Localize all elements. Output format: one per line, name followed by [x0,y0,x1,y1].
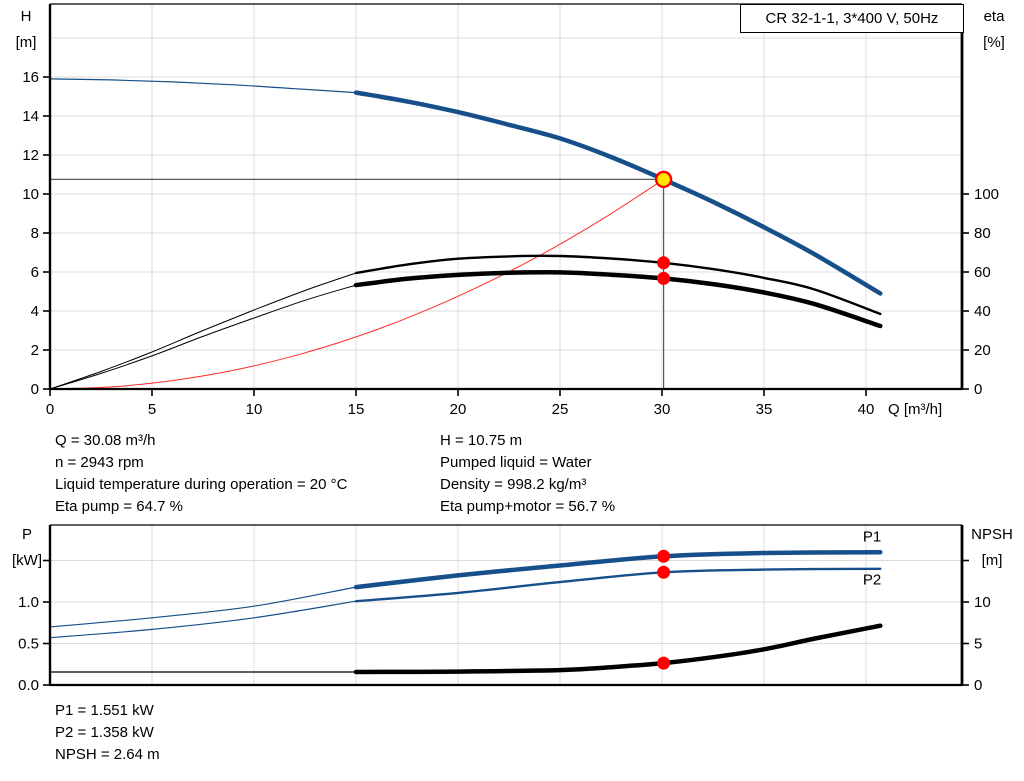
pump-model-label: CR 32-1-1, 3*400 V, 50Hz [765,10,939,27]
right-axis-tick-label: 100 [974,186,999,203]
info-line-speed: n = 2943 rpm [55,454,144,471]
eta-axis-title-unit: [%] [983,34,1005,51]
p1-curve-label: P1 [863,528,881,545]
left-axis-tick-label: 2 [31,342,39,359]
system-curve [49,178,665,390]
p-axis-title-unit: [kW] [12,552,42,569]
npsh-axis-title-symbol: NPSH [971,526,1013,543]
left-axis-tick-label: 0 [31,381,39,398]
p1-curve [353,549,883,590]
left-axis-tick-label: 10 [22,186,39,203]
p-axis-title: P [kW] [4,522,50,574]
result-line-p1: P1 = 1.551 kW [55,702,154,719]
head-curve [353,90,883,296]
left-axis-tick-label: 4 [31,303,39,320]
npsh-curve [353,623,883,675]
right-axis-tick-label: 40 [974,303,991,320]
left-axis-tick-label: 0.0 [18,677,39,690]
eta-pump-motor-curve [353,270,883,329]
info-line-density: Density = 998.2 kg/m³ [440,476,587,493]
eta-pump-low-flow [49,272,357,390]
duty-info-right-column: H = 10.75 m Pumped liquid = Water Densit… [440,430,615,518]
npsh-marker [657,656,671,670]
npsh-axis-title-unit: [m] [981,552,1003,569]
result-panel: P1 = 1.551 kW P2 = 1.358 kW NPSH = 2.64 … [55,700,160,766]
p2-low-flow [49,600,357,639]
right-axis-tick-label: 0 [974,677,982,690]
eta-pump-curve [354,254,882,316]
x-axis-tick-label: 5 [148,401,156,418]
pump-model-title-box: CR 32-1-1, 3*400 V, 50Hz [740,4,964,33]
right-axis-tick-label: 20 [974,342,991,359]
q-axis-title: Q [m³/h] [888,401,942,418]
eta-axis-title-symbol: eta [983,8,1005,25]
right-axis-tick-label: 60 [974,264,991,281]
right-axis-tick-label: 10 [974,594,991,611]
x-axis-tick-label: 40 [858,401,875,418]
left-axis-tick-label: 8 [31,225,39,242]
p1-marker [657,549,671,563]
eta-pump-motor-low-flow [49,284,357,390]
x-axis-tick-label: 25 [552,401,569,418]
eta-pump-marker [657,256,671,270]
eta-pump-motor-marker [657,271,671,285]
duty-point-marker[interactable] [654,170,673,189]
left-axis-tick-label: 0.5 [18,636,39,653]
h-axis-title: H [m] [6,4,46,56]
h-axis-title-symbol: H [20,8,32,25]
p2-marker [657,565,671,579]
left-axis-tick-label: 14 [22,108,39,125]
left-axis-tick-label: 1.0 [18,594,39,611]
x-axis-tick-label: 15 [348,401,365,418]
h-axis-title-unit: [m] [15,34,37,51]
p2-curve [354,567,882,603]
info-line-q: Q = 30.08 m³/h [55,432,156,449]
x-axis-tick-label: 0 [46,401,54,418]
hq-performance-chart[interactable]: 0 2 4 6 8 10 12 14 16 0 20 40 60 80 100 0 5 10 15 20 25 30 35 4… [0,0,1024,425]
x-axis-tick-label: 10 [246,401,263,418]
right-axis-tick-label: 5 [974,636,982,653]
right-axis-tick-label: 0 [974,381,982,398]
power-npsh-chart[interactable]: 0.0 0.5 1.0 0 5 10 P1 P2 [0,518,1024,690]
x-axis-tick-label: 30 [654,401,671,418]
duty-info-left-column: Q = 30.08 m³/h n = 2943 rpm Liquid tempe… [55,430,347,518]
info-line-eta-pump: Eta pump = 64.7 % [55,498,183,515]
info-line-head: H = 10.75 m [440,432,523,449]
info-line-pumped-liquid: Pumped liquid = Water [440,454,592,471]
result-line-npsh: NPSH = 2.64 m [55,746,160,763]
left-axis-tick-label: 6 [31,264,39,281]
head-curve-low-flow [49,78,357,94]
p1-low-flow [49,586,357,628]
left-axis-tick-label: 16 [22,69,39,86]
p-axis-title-symbol: P [21,526,32,543]
p2-curve-label: P2 [863,572,881,589]
x-axis-tick-label: 35 [756,401,773,418]
eta-axis-title: eta [%] [971,4,1017,56]
result-line-p2: P2 = 1.358 kW [55,724,154,741]
left-axis-tick-label: 12 [22,147,39,164]
npsh-axis-title: NPSH [m] [962,522,1022,574]
info-line-liquid-temperature: Liquid temperature during operation = 20… [55,476,348,493]
info-line-eta-pump-motor: Eta pump+motor = 56.7 % [440,498,616,515]
right-axis-tick-label: 80 [974,225,991,242]
x-axis-tick-label: 20 [450,401,467,418]
